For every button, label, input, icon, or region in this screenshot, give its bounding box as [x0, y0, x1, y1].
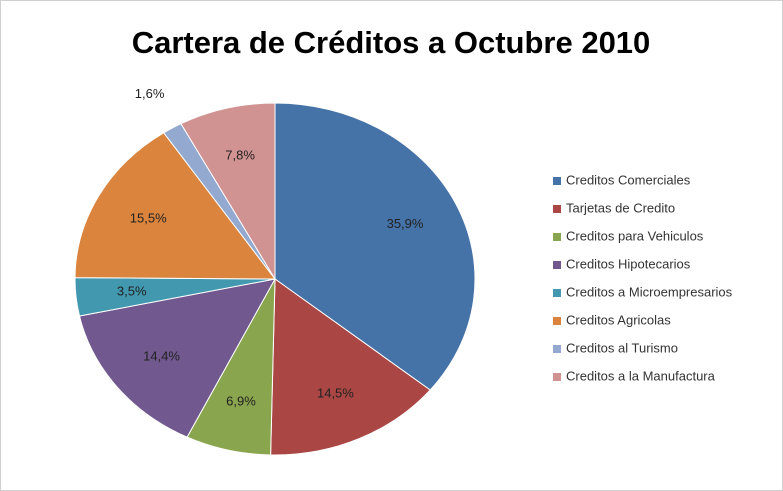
data-label: 3,5%	[117, 283, 147, 298]
data-label: 14,5%	[317, 385, 354, 400]
legend-swatch	[553, 205, 561, 213]
data-label: 14,4%	[143, 349, 180, 364]
legend-label: Creditos Comerciales	[566, 172, 691, 187]
legend-label: Creditos para Vehiculos	[566, 228, 704, 243]
legend-swatch	[553, 177, 561, 185]
pie-slice	[74, 132, 277, 280]
legend-swatch	[553, 289, 561, 297]
legend-label: Creditos Hipotecarios	[566, 256, 691, 271]
legend-swatch	[553, 373, 561, 381]
pie-slice	[180, 102, 276, 281]
data-label: 6,9%	[226, 394, 256, 409]
data-label: 7,8%	[225, 147, 255, 162]
legend-label: Creditos Agricolas	[566, 312, 671, 327]
legend-label: Creditos al Turismo	[566, 340, 678, 355]
data-label: 35,9%	[387, 216, 424, 231]
data-label: 1,6%	[135, 86, 165, 101]
legend-swatch	[553, 261, 561, 269]
chart-title: Cartera de Créditos a Octubre 2010	[132, 25, 651, 60]
pie-slice	[274, 102, 476, 391]
legend-swatch	[553, 317, 561, 325]
legend-label: Creditos a la Manufactura	[566, 368, 716, 383]
legend-swatch	[553, 233, 561, 241]
pie-slice	[270, 278, 431, 456]
legend-swatch	[553, 345, 561, 353]
pie-slice	[78, 278, 276, 438]
data-label: 15,5%	[130, 210, 167, 225]
legend-label: Tarjetas de Credito	[566, 200, 675, 215]
legend-label: Creditos a Microempresarios	[566, 284, 733, 299]
